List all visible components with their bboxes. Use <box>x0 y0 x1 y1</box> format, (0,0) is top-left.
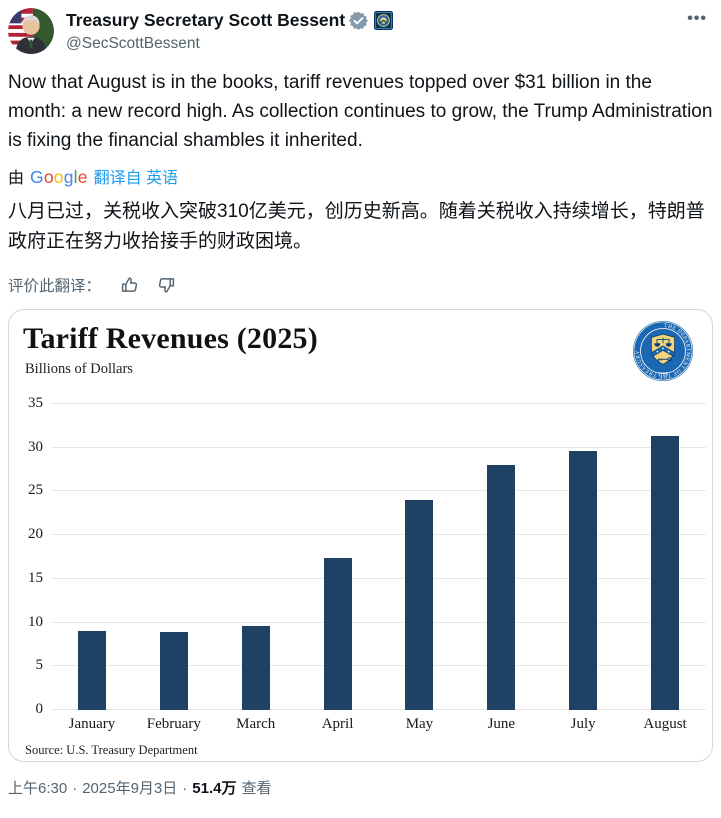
x-tick-label: August <box>643 716 687 732</box>
chart-subtitle: Billions of Dollars <box>25 361 133 377</box>
gridline <box>51 577 706 579</box>
tweet-detail-page: Treasury Secretary Scott Bessent @SecSco… <box>8 8 718 798</box>
treasury-seal-logo: THE DEPARTMENT OF THE TREASURY <box>632 320 694 382</box>
y-tick-label: 30 <box>28 438 43 455</box>
tweet-time: 上午6:30 <box>8 780 68 797</box>
tweet-text-english: Now that August is in the books, tariff … <box>8 72 718 151</box>
bar-february <box>159 632 188 710</box>
y-tick-label: 10 <box>28 613 43 630</box>
tweet-header: Treasury Secretary Scott Bessent @SecSco… <box>8 8 713 54</box>
translated-by-prefix: 由 <box>8 170 25 187</box>
gridline <box>51 665 706 667</box>
x-tick-label: May <box>405 716 434 732</box>
avatar-image <box>8 8 54 54</box>
verified-badge-icon <box>349 12 369 31</box>
thumbs-down-icon[interactable] <box>157 275 177 295</box>
y-tick-label: 0 <box>35 701 44 717</box>
bar-column <box>215 404 297 710</box>
bar-march <box>241 626 270 710</box>
bar-column <box>624 404 706 710</box>
more-options-button[interactable]: ••• <box>687 10 707 27</box>
x-tick-label: January <box>68 716 116 732</box>
tweet-date: 2025年9月3日 <box>82 780 178 797</box>
x-tick-label: June <box>487 716 516 732</box>
y-tick-label: 15 <box>28 569 43 586</box>
chart-source: Source: U.S. Treasury Department <box>25 743 198 757</box>
bar-july <box>569 451 598 710</box>
bar-column <box>297 404 379 710</box>
x-tick-label: March <box>236 716 276 732</box>
chart-title: Tariff Revenues (2025) <box>23 322 318 355</box>
user-handle[interactable]: @SecScottBessent <box>66 34 200 52</box>
gridline <box>51 490 706 492</box>
tweet-text-chinese: 八月已过，关税收入突破310亿美元，创历史新高。随着关税收入持续增长，特朗普政府… <box>8 201 705 252</box>
rate-translation-row: 评价此翻译： <box>8 274 713 296</box>
x-tick-label: April <box>321 716 354 732</box>
plot-area <box>51 403 706 710</box>
bar-chart: 0 5 10 15 20 25 30 35 <box>15 395 708 717</box>
translation-attribution: 由 Google 翻译自 英语 <box>8 164 713 188</box>
views-count[interactable]: 51.4万 <box>192 780 237 797</box>
google-logo-letter: o <box>53 167 64 187</box>
rate-translation-label: 评价此翻译： <box>8 278 102 295</box>
bar-june <box>487 465 516 710</box>
bar-april <box>323 557 352 710</box>
tweet-media-chart-card[interactable]: Tariff Revenues (2025) Billions of Dolla… <box>8 309 713 762</box>
bar-column <box>542 404 624 710</box>
google-logo-letter: G <box>30 167 44 187</box>
views-label[interactable]: 查看 <box>241 780 272 797</box>
x-tick-label: July <box>570 716 596 732</box>
google-logo-letter: l <box>73 167 78 187</box>
separator: · <box>72 780 78 797</box>
google-logo: Google <box>30 167 88 188</box>
google-logo-letter: g <box>63 167 74 187</box>
seal-year: 1789 <box>658 372 669 378</box>
affiliation-badge-icon[interactable] <box>374 11 394 31</box>
y-tick-label: 35 <box>28 395 43 411</box>
bar-august <box>651 436 680 710</box>
chart-header: Tariff Revenues (2025) Billions of Dolla… <box>9 320 712 388</box>
google-logo-letter: e <box>77 167 88 187</box>
bars-layer <box>51 404 706 710</box>
google-logo-letter: o <box>43 167 54 187</box>
x-axis-labels: January February March April May June July Augu… <box>51 716 706 733</box>
bar-january <box>77 631 106 710</box>
bar-column <box>133 404 215 710</box>
translated-from-link[interactable]: 翻译自 英语 <box>93 170 179 187</box>
bar-column <box>460 404 542 710</box>
name-row: Treasury Secretary Scott Bessent <box>66 10 394 32</box>
y-tick-label: 25 <box>28 482 43 499</box>
identity-block: Treasury Secretary Scott Bessent @SecSco… <box>66 8 394 53</box>
bar-column <box>379 404 461 710</box>
y-tick-label: 5 <box>35 657 44 674</box>
gridline <box>51 446 706 448</box>
separator: · <box>182 780 188 797</box>
display-name[interactable]: Treasury Secretary Scott Bessent <box>66 10 346 30</box>
y-tick-label: 20 <box>28 526 43 543</box>
gridline <box>51 621 706 623</box>
tweet-meta-footer: 上午6:30 · 2025年9月3日 · 51.4万 查看 <box>8 777 713 798</box>
x-tick-label: February <box>146 716 201 732</box>
bar-may <box>405 500 434 710</box>
gridline <box>51 709 706 710</box>
gridline <box>51 403 706 404</box>
gridline <box>51 534 706 536</box>
thumbs-up-icon[interactable] <box>119 275 139 295</box>
bar-column <box>51 404 133 710</box>
avatar[interactable] <box>8 8 54 54</box>
